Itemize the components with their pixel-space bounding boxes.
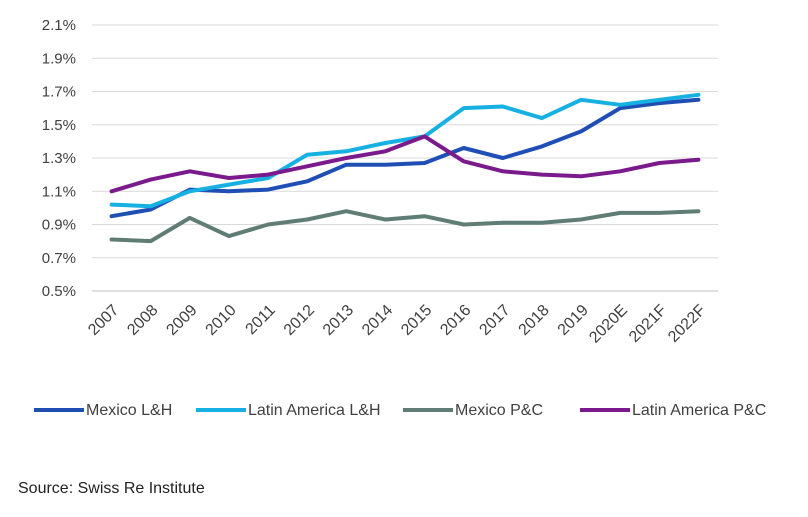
x-tick-label: 2015 bbox=[398, 302, 435, 339]
x-tick-label: 2017 bbox=[476, 302, 513, 339]
y-tick-label: 1.1% bbox=[42, 183, 76, 200]
legend-label: Latin America L&H bbox=[248, 402, 381, 419]
y-tick-label: 2.1% bbox=[42, 17, 76, 34]
series-lines bbox=[109, 92, 701, 244]
legend-label: Latin America P&C bbox=[632, 402, 766, 419]
x-tick-label: 2013 bbox=[320, 302, 357, 339]
x-tick-label: 2007 bbox=[85, 302, 122, 339]
x-tick-label: 2021F bbox=[626, 302, 670, 346]
legend-label: Mexico P&C bbox=[455, 402, 543, 419]
legend-label: Mexico L&H bbox=[86, 402, 172, 419]
y-tick-label: 1.3% bbox=[42, 150, 76, 167]
y-tick-label: 0.5% bbox=[42, 283, 76, 300]
y-tick-label: 1.7% bbox=[42, 84, 76, 101]
x-tick-label: 2008 bbox=[124, 302, 161, 339]
legend: Mexico L&H Latin America L&H Mexico P&C Lat… bbox=[34, 402, 766, 419]
series-line bbox=[109, 209, 701, 244]
series-line bbox=[109, 92, 701, 209]
y-tick-label: 0.7% bbox=[42, 250, 76, 267]
y-tick-label: 0.9% bbox=[42, 217, 76, 234]
x-tick-label: 2010 bbox=[203, 302, 240, 339]
y-tick-label: 1.9% bbox=[42, 50, 76, 67]
y-axis-tick-labels: 0.5% 0.7% 0.9% 1.1% 1.3% 1.5% 1.7% 1.9% 2.1% bbox=[42, 17, 76, 300]
x-tick-label: 2020E bbox=[586, 302, 631, 347]
series-line bbox=[109, 134, 701, 194]
x-tick-label: 2022F bbox=[665, 302, 709, 346]
x-tick-label: 2009 bbox=[163, 302, 200, 339]
series-line bbox=[109, 97, 701, 219]
x-tick-label: 2011 bbox=[243, 302, 279, 338]
x-axis-tick-labels: 2007 2008 2009 2010 2011 2012 2013 2014 2015 2016… bbox=[85, 302, 709, 347]
x-tick-label: 2012 bbox=[281, 302, 318, 339]
y-tick-label: 1.5% bbox=[42, 117, 76, 134]
x-tick-label: 2016 bbox=[437, 302, 474, 339]
x-tick-label: 2018 bbox=[516, 302, 553, 339]
x-tick-label: 2014 bbox=[359, 302, 396, 339]
source-note: Source: Swiss Re Institute bbox=[18, 480, 205, 497]
